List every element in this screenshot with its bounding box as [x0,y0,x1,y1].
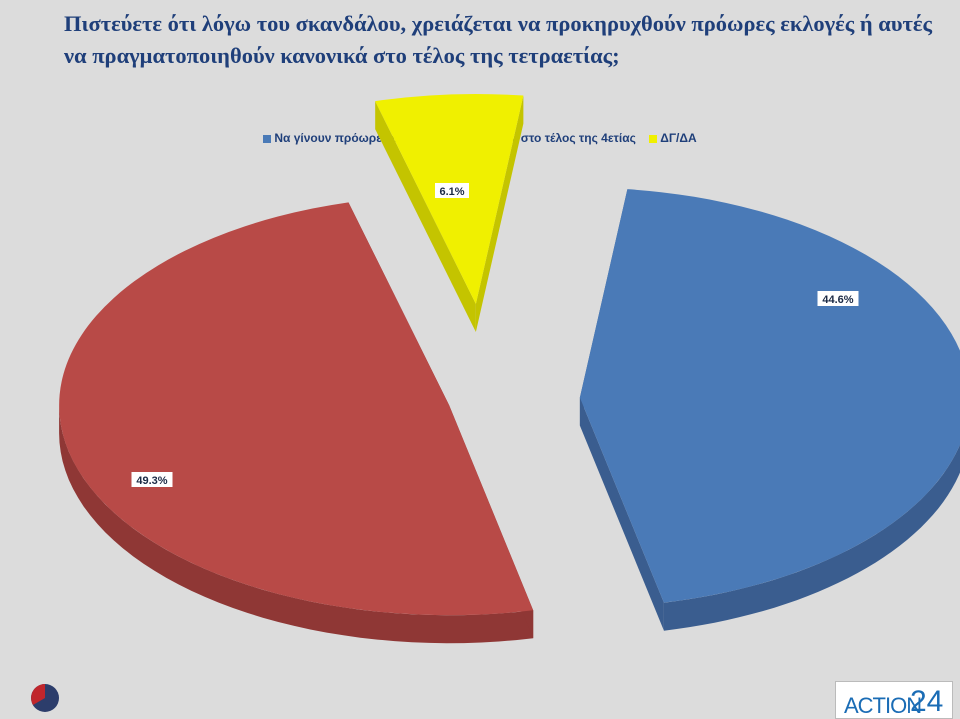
pie-slice-top [59,202,534,616]
pie-slice-wall [579,397,664,631]
legend-swatch-dont-know [649,134,658,143]
legend-item-dont-know: ΔΓ/ΔΑ [649,131,697,145]
pie-slice-wall [375,101,476,332]
svg-text:49.3%: 49.3% [136,475,167,487]
pie-slice-side [663,444,960,631]
legend-label-dont-know: ΔΓ/ΔΑ [660,131,697,145]
svg-text:6.1%: 6.1% [439,186,464,198]
pie-slice-wall [475,95,524,332]
data-label-end-of-term: 49.3% [131,472,173,487]
action24-logo: ACTION 24 [835,681,953,719]
logo-number: 24 [910,685,944,718]
pie-slice-dont-know [375,93,524,332]
pie-slice-top [375,93,524,304]
pie-slice-side [59,405,534,644]
pollster-logo-icon [31,684,59,712]
data-label-early-elections: 44.6% [817,291,859,306]
pie-slice-early-elections [579,189,960,631]
chart-title: Πιστεύετε ότι λόγω του σκανδάλου, χρειάζ… [64,11,933,68]
pie-slice-top [579,189,960,603]
pie-slice-end-of-term [59,202,534,644]
legend-swatch-early-elections [263,134,272,143]
svg-text:44.6%: 44.6% [822,294,853,306]
data-label-dont-know: 6.1% [435,183,469,198]
logo-word: ACTION [844,693,922,718]
